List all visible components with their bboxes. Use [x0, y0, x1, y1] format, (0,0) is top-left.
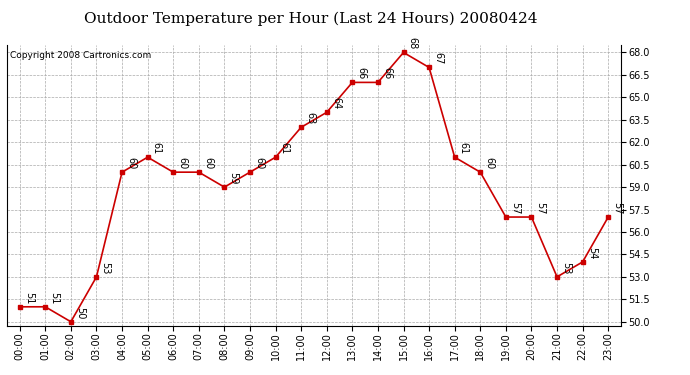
- Text: 61: 61: [279, 142, 290, 154]
- Text: 64: 64: [331, 97, 341, 109]
- Text: 67: 67: [433, 52, 443, 64]
- Text: 63: 63: [305, 112, 315, 125]
- Text: Copyright 2008 Cartronics.com: Copyright 2008 Cartronics.com: [10, 51, 151, 60]
- Text: 50: 50: [75, 307, 85, 319]
- Text: 60: 60: [203, 157, 213, 170]
- Text: 53: 53: [101, 262, 110, 274]
- Text: 66: 66: [357, 68, 366, 80]
- Text: 60: 60: [484, 157, 495, 170]
- Text: 51: 51: [24, 292, 34, 304]
- Text: 66: 66: [382, 68, 392, 80]
- Text: 54: 54: [586, 247, 597, 259]
- Text: 57: 57: [510, 202, 520, 214]
- Text: 61: 61: [152, 142, 161, 154]
- Text: 60: 60: [254, 157, 264, 170]
- Text: 57: 57: [612, 202, 622, 214]
- Text: 59: 59: [228, 172, 239, 184]
- Text: 61: 61: [459, 142, 469, 154]
- Text: 68: 68: [408, 38, 417, 50]
- Text: Outdoor Temperature per Hour (Last 24 Hours) 20080424: Outdoor Temperature per Hour (Last 24 Ho…: [83, 11, 538, 26]
- Text: 51: 51: [50, 292, 59, 304]
- Text: 60: 60: [177, 157, 188, 170]
- Text: 53: 53: [561, 262, 571, 274]
- Text: 57: 57: [535, 202, 546, 214]
- Text: 60: 60: [126, 157, 136, 170]
